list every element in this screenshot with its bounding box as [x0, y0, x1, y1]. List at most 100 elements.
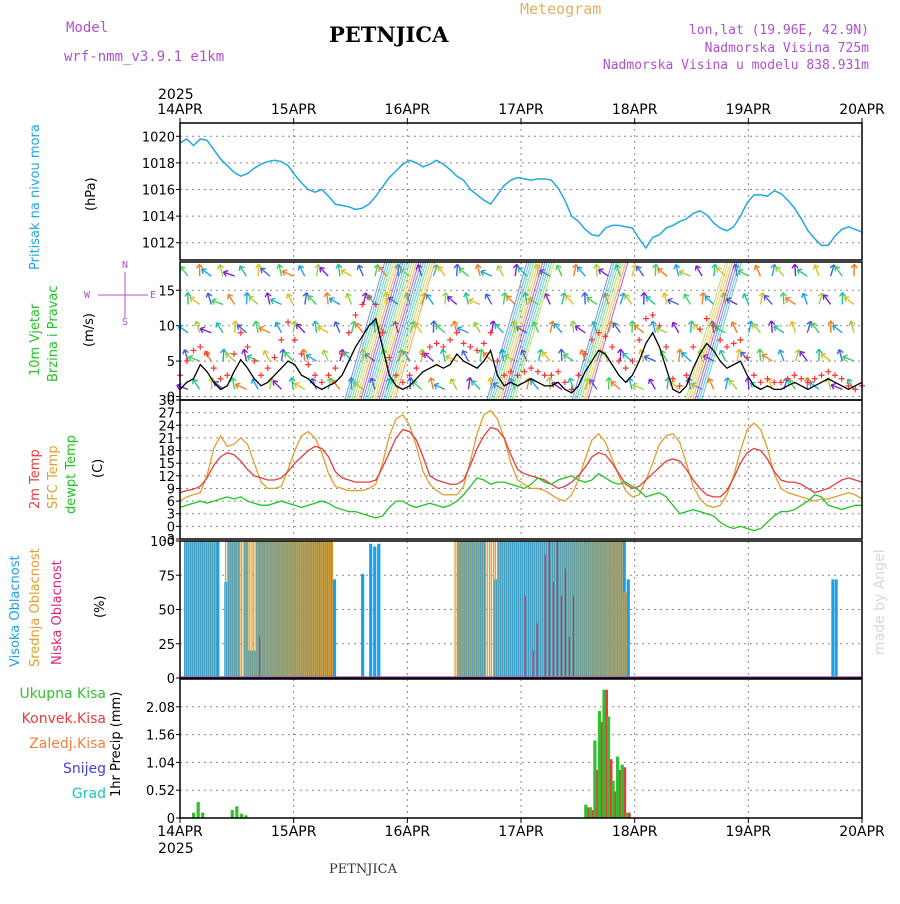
precip-convective-bar [605, 689, 608, 818]
wind-arrow-shaft [494, 323, 504, 334]
wind-streak [696, 261, 738, 401]
x-tick-label-top: 14APR [157, 102, 203, 118]
wind-arrow-shaft [728, 379, 738, 390]
wind-streak [373, 261, 415, 401]
wind-arrow [718, 349, 727, 362]
wind-arrow [437, 265, 446, 277]
wind-arrow-shaft [718, 349, 727, 362]
wind-streak [378, 261, 420, 401]
wind-arrow [541, 351, 551, 362]
y-tick-label: 0.52 [146, 784, 175, 799]
wind-streak [360, 261, 402, 401]
wind-arrow [262, 349, 271, 362]
wind-arrow [252, 320, 260, 333]
wind-arrow-shaft [425, 293, 434, 305]
cloud-high-bar [216, 541, 220, 678]
wind-arrow [610, 381, 621, 390]
gust-marker [494, 358, 501, 365]
gust-marker [352, 312, 359, 319]
gust-marker [332, 365, 339, 372]
gust-marker [480, 340, 487, 347]
wind-streak [493, 261, 535, 401]
wind-arrow-shaft [441, 292, 450, 305]
wind-speed-line [179, 317, 863, 394]
wind-arrow-shaft [621, 352, 633, 362]
gust-marker [339, 351, 346, 357]
gust-marker [602, 333, 609, 340]
wind-streak [389, 261, 431, 401]
wind-arrow-shaft [784, 296, 796, 306]
wind-arrow [211, 298, 224, 306]
wind-arrow-shaft [224, 352, 236, 362]
gust-marker [237, 329, 244, 336]
wind-arrow [411, 380, 423, 390]
wind-arrow-shaft [581, 292, 589, 305]
wind-axis-sublabel: Brzina i Pravac [46, 285, 61, 382]
y-tick-label: 6 [167, 495, 175, 510]
dewpt-axis-label: dewpt Temp [64, 434, 79, 514]
wind-arrow [645, 296, 656, 306]
gust-marker [514, 372, 521, 379]
wind-arrow [456, 326, 469, 334]
precip-convective-bar [591, 809, 595, 818]
precip-convective-bar [609, 759, 613, 818]
wind-arrow [430, 320, 438, 333]
gust-marker [622, 365, 629, 372]
wind-arrow-shaft [472, 321, 481, 334]
wind-streak [495, 261, 537, 401]
gust-marker [426, 343, 433, 350]
cloud-low-bar [556, 541, 558, 678]
wind-arrow-shaft [610, 381, 621, 390]
gust-marker [298, 351, 305, 357]
gust-marker [561, 379, 568, 386]
gust-marker [440, 343, 447, 350]
cloud-high-bar [834, 579, 838, 678]
wind-arrow-shaft [812, 264, 820, 277]
gust-marker [420, 351, 427, 357]
wind-arrow-shaft [264, 292, 272, 305]
wind-arrow [441, 292, 450, 305]
gust-marker [453, 329, 460, 336]
gust-marker [285, 319, 292, 326]
wind-arrow [801, 292, 808, 305]
wind-arrow-shaft [633, 324, 645, 334]
wind-arrow [474, 263, 482, 277]
wind-arrow [295, 323, 306, 334]
wind-arrow [830, 382, 843, 391]
wind-arrow [633, 324, 645, 334]
wind-arrow [640, 292, 648, 305]
wind-streak [687, 261, 729, 401]
panel-grid-0 [180, 123, 862, 260]
gust-marker [696, 326, 703, 333]
gust-marker [852, 386, 859, 393]
wind-streak [580, 261, 622, 401]
wind-arrow-shaft [430, 320, 438, 333]
wind-arrow-shaft [842, 354, 855, 362]
wind-arrow-shaft [707, 377, 715, 390]
wind-arrow-shaft [673, 263, 681, 277]
wind-streak [685, 261, 727, 401]
wind-arrow-shaft [541, 351, 551, 362]
wind-arrow [730, 321, 738, 334]
wind-arrow-shaft [626, 377, 634, 390]
x-tick-label-bottom: 19APR [726, 824, 772, 840]
cloud-low-bar [544, 554, 546, 678]
wind-arrow-shaft [836, 348, 844, 362]
x-tick-label-bottom: 16APR [385, 824, 431, 840]
y-tick-label: 1.56 [146, 729, 175, 744]
wind-arrow-shaft [815, 348, 823, 362]
wind-arrow-shaft [274, 321, 283, 334]
wind-arrow-shaft [276, 263, 284, 277]
gust-marker [669, 375, 676, 382]
wind-streak [355, 261, 397, 401]
wind-arrow [789, 320, 797, 334]
wind-arrow [276, 263, 284, 277]
precip-total-bar [235, 806, 239, 818]
y-tick-label: 1018 [142, 157, 175, 172]
wind-arrow-shaft [328, 297, 341, 306]
y-tick-label: 3 [167, 508, 175, 523]
gust-marker [555, 368, 562, 375]
wind-arrow-shaft [832, 324, 843, 334]
wind-arrow [576, 266, 586, 277]
wind-arrow-shaft [565, 294, 575, 305]
